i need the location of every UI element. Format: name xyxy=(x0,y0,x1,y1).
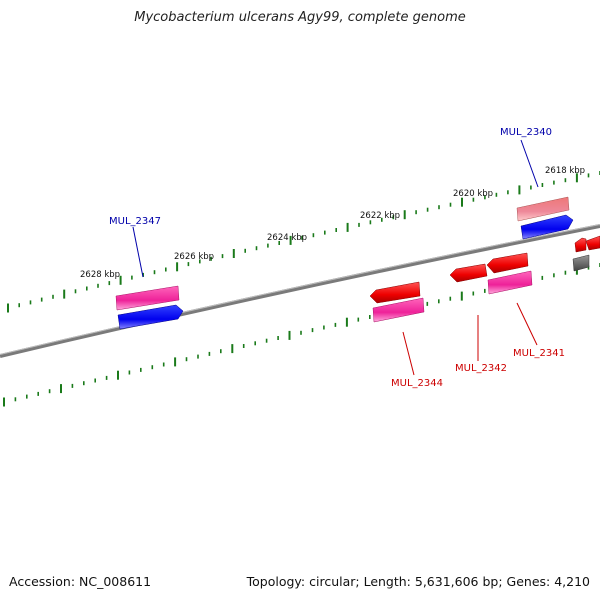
gene-gray-small[interactable] xyxy=(572,254,590,272)
gene-mul-2340-light-pink[interactable] xyxy=(516,196,570,222)
scale-label: 2626 kbp xyxy=(174,252,214,262)
genome-backbone-highlight xyxy=(0,224,600,355)
leader-mul-2347 xyxy=(132,226,144,278)
genome-title: Mycobacterium ulcerans Agy99, complete g… xyxy=(134,10,466,25)
gene-mul-2347-blue[interactable] xyxy=(117,304,184,330)
scale-label: 2620 kbp xyxy=(453,189,493,199)
scale-label: 2628 kbp xyxy=(80,270,120,280)
gene-mul-2344-red[interactable] xyxy=(369,281,421,304)
scale-label: 2624 kbp xyxy=(267,233,307,243)
gene-right-edge-red[interactable] xyxy=(574,235,600,253)
leader-mul-2344 xyxy=(402,331,415,376)
gene-label-mul-2344[interactable]: MUL_2344 xyxy=(391,378,443,389)
upper-tick-ring xyxy=(7,171,600,313)
genome-backbone xyxy=(0,224,600,358)
gene-mul-2344-pink[interactable] xyxy=(372,297,425,323)
accession-text: Accession: NC_008611 xyxy=(9,574,152,589)
gene-mul-2342-red[interactable] xyxy=(449,263,488,283)
gene-mul-2340-blue[interactable] xyxy=(520,214,574,240)
gene-label-mul-2341[interactable]: MUL_2341 xyxy=(513,348,565,359)
gene-mul-2341-pink[interactable] xyxy=(487,270,533,295)
gene-label-mul-2342[interactable]: MUL_2342 xyxy=(455,363,507,374)
scale-label: 2622 kbp xyxy=(360,211,400,221)
leader-mul-2341 xyxy=(516,302,538,346)
gene-mul-2341-red[interactable] xyxy=(486,252,529,274)
leader-mul-2340 xyxy=(520,139,539,188)
gene-label-mul-2347[interactable]: MUL_2347 xyxy=(109,216,161,227)
scale-label: 2618 kbp xyxy=(545,166,585,176)
genome-stats-text: Topology: circular; Length: 5,631,606 bp… xyxy=(246,574,590,589)
gene-mul-2347-pink[interactable] xyxy=(115,285,180,311)
gene-label-mul-2340[interactable]: MUL_2340 xyxy=(500,127,552,138)
